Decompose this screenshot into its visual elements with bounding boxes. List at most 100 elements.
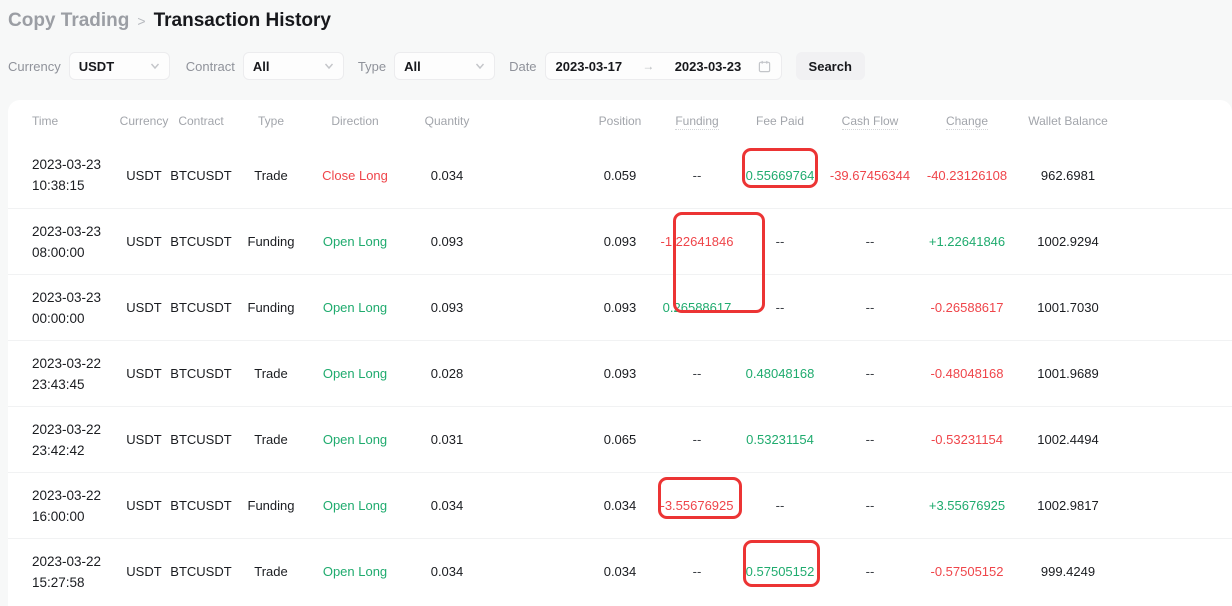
transaction-table-card: Time Currency Contract Type Direction Quantit…	[8, 100, 1232, 606]
cell-change: -0.53231154	[930, 432, 1004, 447]
column-header-contract: Contract	[170, 114, 232, 128]
column-header-label: Change	[945, 114, 989, 130]
cell-fee-paid: --	[775, 498, 785, 513]
cell-time-line: 08:00:00	[32, 244, 85, 260]
cell-change: -0.57505152	[930, 564, 1004, 579]
cell-contract: BTCUSDT	[170, 366, 232, 381]
cell-position: 0.093	[603, 366, 637, 381]
column-header-currency: Currency	[118, 114, 170, 128]
cell-date-line: 2023-03-23	[32, 157, 102, 172]
column-header-change: Change	[914, 114, 1020, 130]
table-row: 2023-03-22 16:00:00 USDT BTCUSDT Funding Open…	[8, 472, 1232, 538]
cell-direction: Open Long	[322, 432, 388, 447]
column-header-quantity: Quantity	[400, 114, 494, 128]
chevron-down-icon	[150, 63, 159, 70]
cell-direction: Open Long	[322, 564, 388, 579]
cell-time: 2023-03-23 08:00:00	[8, 221, 118, 263]
contract-select[interactable]: All	[242, 52, 344, 80]
cell-time-line: 23:42:42	[32, 442, 85, 458]
column-header-type: Type	[232, 114, 310, 128]
column-header-label: Fee Paid	[755, 114, 805, 128]
cell-date-line: 2023-03-23	[32, 223, 102, 239]
cell-currency: USDT	[126, 234, 162, 249]
cell-currency: USDT	[126, 366, 162, 381]
cell-time-line: 00:00:00	[32, 310, 85, 326]
cell-wallet-balance: 1002.9817	[1037, 498, 1099, 513]
cell-cash-flow: --	[865, 300, 875, 315]
cell-fee-paid: 0.57505152	[745, 564, 815, 579]
cell-contract: BTCUSDT	[170, 432, 232, 447]
cell-funding: --	[692, 167, 702, 183]
breadcrumb-separator-icon: >	[137, 13, 146, 29]
cell-type: Funding	[247, 234, 295, 249]
cell-change: -40.23126108	[926, 167, 1008, 183]
date-to-value: 2023-03-23	[674, 58, 742, 74]
cell-position: 0.065	[603, 432, 637, 447]
cell-change: -0.26588617	[930, 300, 1004, 315]
cell-direction: Open Long	[322, 234, 388, 249]
cell-cash-flow: --	[865, 564, 875, 579]
cell-direction: Open Long	[322, 498, 388, 513]
cell-currency: USDT	[126, 564, 162, 579]
cell-currency: USDT	[126, 167, 162, 183]
cell-time-line: 10:38:15	[32, 178, 85, 193]
page-title: Transaction History	[153, 10, 331, 31]
cell-change: +3.55676925	[928, 498, 1006, 513]
cell-fee-paid: 0.55669764	[745, 167, 815, 183]
date-from-value: 2023-03-17	[555, 58, 623, 74]
cell-wallet-balance: 1002.9294	[1037, 234, 1099, 249]
currency-select[interactable]: USDT	[68, 52, 170, 80]
cell-funding: 0.26588617	[662, 300, 732, 315]
cell-direction: Open Long	[322, 366, 388, 381]
cell-fee-paid: 0.48048168	[745, 366, 815, 381]
table-row: 2023-03-23 10:38:15 USDT BTCUSDT Trade Close …	[8, 142, 1232, 208]
table-header-row: Time Currency Contract Type Direction Quantit…	[8, 100, 1232, 142]
cell-time-line: 15:27:58	[32, 574, 85, 590]
date-range-picker[interactable]: 2023-03-17 → 2023-03-23	[544, 52, 782, 80]
table-row: 2023-03-22 15:27:58 USDT BTCUSDT Trade Open L…	[8, 538, 1232, 604]
column-header-cash-flow: Cash Flow	[826, 114, 914, 130]
cell-wallet-balance: 962.6981	[1040, 167, 1096, 183]
cell-contract: BTCUSDT	[170, 498, 232, 513]
cell-quantity: 0.093	[430, 300, 464, 315]
cell-quantity: 0.034	[430, 498, 464, 513]
cell-wallet-balance: 1002.4494	[1037, 432, 1099, 447]
chevron-down-icon	[476, 63, 485, 70]
cell-contract: BTCUSDT	[170, 300, 232, 315]
breadcrumb-copy-trading[interactable]: Copy Trading	[8, 10, 130, 31]
currency-select-value: USDT	[78, 58, 115, 74]
calendar-icon[interactable]	[758, 60, 771, 73]
column-header-direction: Direction	[310, 114, 400, 128]
cell-fee-paid: 0.53231154	[746, 432, 814, 447]
cell-funding: --	[692, 564, 702, 579]
cell-position: 0.093	[603, 234, 637, 249]
currency-label: Currency	[8, 58, 61, 74]
cell-cash-flow: --	[865, 432, 875, 447]
cell-time: 2023-03-22 23:43:45	[8, 353, 118, 395]
type-select[interactable]: All	[394, 52, 496, 80]
search-button[interactable]: Search	[795, 52, 865, 80]
cell-currency: USDT	[126, 432, 162, 447]
cell-time: 2023-03-23 10:38:15	[8, 154, 118, 196]
cell-quantity: 0.028	[430, 366, 464, 381]
column-header-label: Currency	[119, 114, 169, 128]
cell-change: -0.48048168	[930, 366, 1004, 381]
cell-contract: BTCUSDT	[170, 564, 232, 579]
cell-direction: Close Long	[322, 167, 388, 183]
column-header-label: Funding	[675, 114, 719, 130]
cell-wallet-balance: 999.4249	[1040, 564, 1096, 579]
cell-quantity: 0.034	[430, 167, 464, 183]
cell-time: 2023-03-22 16:00:00	[8, 485, 118, 527]
date-label: Date	[509, 58, 537, 74]
cell-funding: --	[692, 366, 702, 381]
cell-time: 2023-03-22 15:27:58	[8, 551, 118, 593]
column-header-fee-paid: Fee Paid	[734, 114, 826, 128]
column-header-label: Wallet Balance	[1028, 114, 1108, 128]
cell-position: 0.059	[603, 167, 637, 183]
cell-time: 2023-03-23 00:00:00	[8, 287, 118, 329]
cell-type: Trade	[254, 432, 288, 447]
cell-fee-paid: --	[775, 234, 785, 249]
cell-currency: USDT	[126, 300, 162, 315]
breadcrumb: Copy Trading > Transaction History	[8, 10, 331, 32]
